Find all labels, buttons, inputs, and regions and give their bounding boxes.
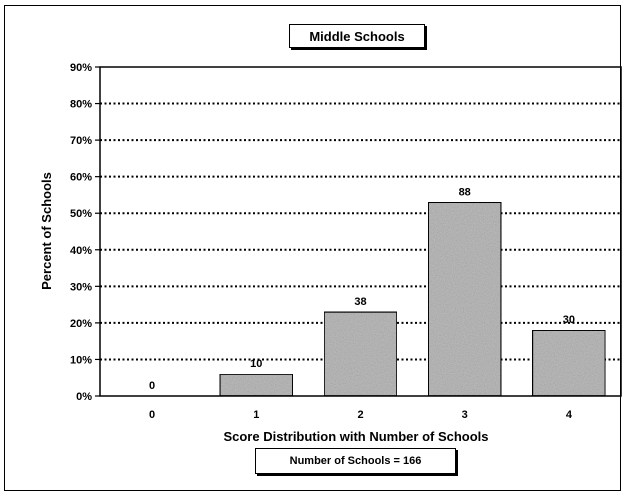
y-tick-label: 60% [70,172,92,184]
chart-title: Middle Schools [289,24,425,48]
gridlines [100,102,621,361]
data-label-score-3: 88 [459,186,471,198]
data-label-score-2: 38 [354,296,366,308]
y-axis-title: Percent of Schools [39,172,54,290]
y-tick-label: 0% [76,391,92,403]
data-label-score-0: 0 [149,380,155,392]
number-of-schools-note: Number of Schools = 166 [255,448,456,474]
bar-score-1 [219,373,294,397]
y-tick-label: 30% [70,281,92,293]
x-axis-title: Score Distribution with Number of School… [223,429,488,444]
x-tick-label: 2 [357,409,363,421]
plot-area-border [99,66,622,397]
chart-frame [4,5,621,491]
y-tick-label: 50% [70,208,92,220]
x-tick-label: 0 [149,409,155,421]
y-tick-label: 10% [70,354,92,366]
bars [219,201,607,397]
data-labels: 0 10 38 88 30 [149,186,575,392]
bar-score-3 [427,201,502,397]
data-label-score-4: 30 [563,314,575,326]
y-tick-label: 40% [70,245,92,257]
y-axis-ticks: 0% 10% 20% 30% 40% 50% 60% 70% 80% 90% [70,62,100,403]
y-tick-label: 90% [70,62,92,74]
x-axis-ticks: 0 1 2 3 4 [149,409,573,421]
bar-score-4 [531,329,607,397]
x-tick-label: 1 [253,409,259,421]
y-tick-label: 20% [70,318,92,330]
data-label-score-1: 10 [250,358,262,370]
x-tick-label: 4 [566,409,573,421]
y-tick-label: 80% [70,99,92,111]
bar-score-2 [323,311,398,397]
x-tick-label: 3 [462,409,468,421]
y-tick-label: 70% [70,135,92,147]
